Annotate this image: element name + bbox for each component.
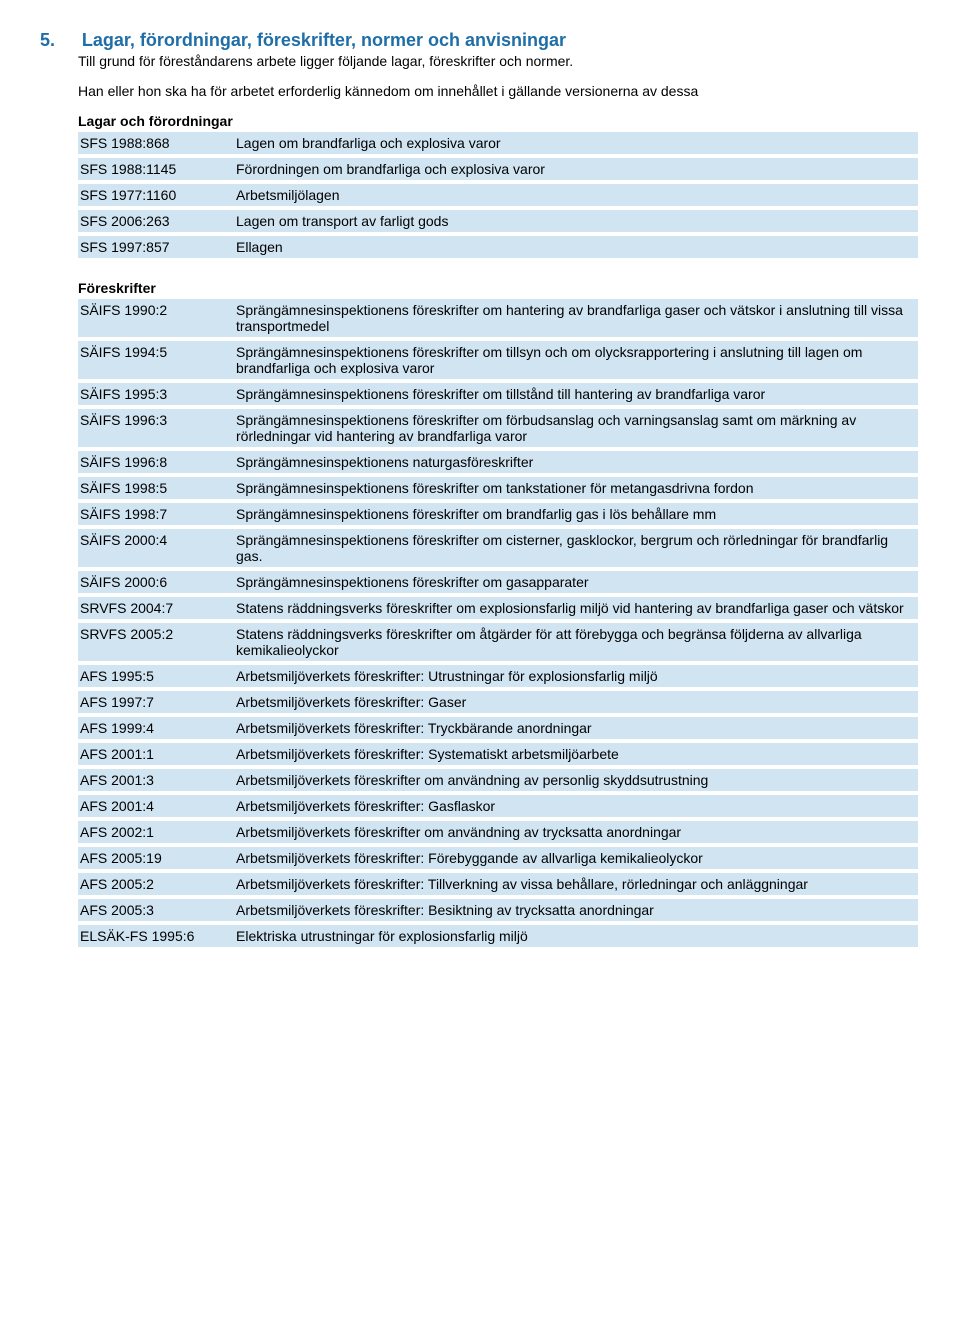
text-cell: Arbetsmiljöverkets föreskrifter: Gaser	[234, 691, 918, 713]
table-row: SÄIFS 1994:5 Sprängämnesinspektionens fö…	[78, 341, 918, 379]
code-cell: SFS 1977:1160	[78, 184, 234, 206]
table-row: SÄIFS 1998:7 Sprängämnesinspektionens fö…	[78, 503, 918, 525]
text-cell: Arbetsmiljöverkets föreskrifter: Tryckbä…	[234, 717, 918, 739]
table-row: AFS 2001:3 Arbetsmiljöverkets föreskrift…	[78, 769, 918, 791]
code-cell: AFS 2005:3	[78, 899, 234, 921]
text-cell: Arbetsmiljöverkets föreskrifter om använ…	[234, 821, 918, 843]
table-row: ELSÄK-FS 1995:6 Elektriska utrustningar …	[78, 925, 918, 947]
code-cell: AFS 1995:5	[78, 665, 234, 687]
text-cell: Arbetsmiljöverkets föreskrifter om använ…	[234, 769, 918, 791]
code-cell: SFS 1988:1145	[78, 158, 234, 180]
table-row: SFS 2006:263 Lagen om transport av farli…	[78, 210, 918, 232]
preamble-text: Han eller hon ska ha för arbetet erforde…	[78, 83, 920, 99]
text-cell: Sprängämnesinspektionens naturgasföreskr…	[234, 451, 918, 473]
table-row: SÄIFS 2000:4 Sprängämnesinspektionens fö…	[78, 529, 918, 567]
text-cell: Sprängämnesinspektionens föreskrifter om…	[234, 299, 918, 337]
code-cell: SFS 1988:868	[78, 132, 234, 154]
code-cell: SÄIFS 2000:6	[78, 571, 234, 593]
text-cell: Sprängämnesinspektionens föreskrifter om…	[234, 529, 918, 567]
code-cell: AFS 2001:1	[78, 743, 234, 765]
text-cell: Statens räddningsverks föreskrifter om å…	[234, 623, 918, 661]
code-cell: SRVFS 2005:2	[78, 623, 234, 661]
text-cell: Sprängämnesinspektionens föreskrifter om…	[234, 383, 918, 405]
code-cell: SFS 2006:263	[78, 210, 234, 232]
code-cell: AFS 1999:4	[78, 717, 234, 739]
table-row: SÄIFS 1990:2 Sprängämnesinspektionens fö…	[78, 299, 918, 337]
code-cell: SFS 1997:857	[78, 236, 234, 258]
code-cell: SÄIFS 1994:5	[78, 341, 234, 379]
text-cell: Statens räddningsverks föreskrifter om e…	[234, 597, 918, 619]
code-cell: ELSÄK-FS 1995:6	[78, 925, 234, 947]
table-row: AFS 2002:1 Arbetsmiljöverkets föreskrift…	[78, 821, 918, 843]
table-row: AFS 2001:4 Arbetsmiljöverkets föreskrift…	[78, 795, 918, 817]
text-cell: Arbetsmiljöverkets föreskrifter: Besiktn…	[234, 899, 918, 921]
table-row: AFS 2001:1 Arbetsmiljöverkets föreskrift…	[78, 743, 918, 765]
table-row: AFS 1997:7 Arbetsmiljöverkets föreskrift…	[78, 691, 918, 713]
table-row: SÄIFS 1996:8 Sprängämnesinspektionens na…	[78, 451, 918, 473]
table-row: SÄIFS 1995:3 Sprängämnesinspektionens fö…	[78, 383, 918, 405]
code-cell: SÄIFS 1990:2	[78, 299, 234, 337]
code-cell: SRVFS 2004:7	[78, 597, 234, 619]
text-cell: Lagen om brandfarliga och explosiva varo…	[234, 132, 918, 154]
code-cell: SÄIFS 1998:5	[78, 477, 234, 499]
text-cell: Arbetsmiljölagen	[234, 184, 918, 206]
section-number: 5.	[40, 30, 78, 51]
code-cell: SÄIFS 1996:8	[78, 451, 234, 473]
code-cell: AFS 1997:7	[78, 691, 234, 713]
text-cell: Förordningen om brandfarliga och explosi…	[234, 158, 918, 180]
text-cell: Ellagen	[234, 236, 918, 258]
table-row: AFS 2005:3 Arbetsmiljöverkets föreskrift…	[78, 899, 918, 921]
code-cell: AFS 2001:4	[78, 795, 234, 817]
table-row: SRVFS 2004:7 Statens räddningsverks före…	[78, 597, 918, 619]
table-row: AFS 1995:5 Arbetsmiljöverkets föreskrift…	[78, 665, 918, 687]
text-cell: Sprängämnesinspektionens föreskrifter om…	[234, 477, 918, 499]
table-row: SFS 1988:1145 Förordningen om brandfarli…	[78, 158, 918, 180]
table-row: SÄIFS 1998:5 Sprängämnesinspektionens fö…	[78, 477, 918, 499]
text-cell: Elektriska utrustningar för explosionsfa…	[234, 925, 918, 947]
group2-table: SÄIFS 1990:2 Sprängämnesinspektionens fö…	[78, 299, 918, 947]
text-cell: Arbetsmiljöverkets föreskrifter: Gasflas…	[234, 795, 918, 817]
table-row: SÄIFS 2000:6 Sprängämnesinspektionens fö…	[78, 571, 918, 593]
code-cell: SÄIFS 2000:4	[78, 529, 234, 567]
group1-table: SFS 1988:868 Lagen om brandfarliga och e…	[78, 132, 918, 258]
table-row: SÄIFS 1996:3 Sprängämnesinspektionens fö…	[78, 409, 918, 447]
text-cell: Lagen om transport av farligt gods	[234, 210, 918, 232]
text-cell: Sprängämnesinspektionens föreskrifter om…	[234, 503, 918, 525]
table-row: AFS 1999:4 Arbetsmiljöverkets föreskrift…	[78, 717, 918, 739]
section-title: Lagar, förordningar, föreskrifter, norme…	[82, 30, 566, 51]
code-cell: SÄIFS 1998:7	[78, 503, 234, 525]
code-cell: AFS 2002:1	[78, 821, 234, 843]
text-cell: Sprängämnesinspektionens föreskrifter om…	[234, 409, 918, 447]
table-row: SFS 1988:868 Lagen om brandfarliga och e…	[78, 132, 918, 154]
text-cell: Arbetsmiljöverkets föreskrifter: Utrustn…	[234, 665, 918, 687]
code-cell: AFS 2005:2	[78, 873, 234, 895]
table-row: SFS 1997:857 Ellagen	[78, 236, 918, 258]
text-cell: Arbetsmiljöverkets föreskrifter: Förebyg…	[234, 847, 918, 869]
code-cell: SÄIFS 1995:3	[78, 383, 234, 405]
text-cell: Sprängämnesinspektionens föreskrifter om…	[234, 341, 918, 379]
text-cell: Arbetsmiljöverkets föreskrifter: Systema…	[234, 743, 918, 765]
table-row: SRVFS 2005:2 Statens räddningsverks före…	[78, 623, 918, 661]
code-cell: AFS 2001:3	[78, 769, 234, 791]
intro-text: Till grund för föreståndarens arbete lig…	[78, 53, 920, 69]
table-row: AFS 2005:19 Arbetsmiljöverkets föreskrif…	[78, 847, 918, 869]
code-cell: AFS 2005:19	[78, 847, 234, 869]
group1-heading: Lagar och förordningar	[78, 113, 920, 129]
text-cell: Arbetsmiljöverkets föreskrifter: Tillver…	[234, 873, 918, 895]
table-row: AFS 2005:2 Arbetsmiljöverkets föreskrift…	[78, 873, 918, 895]
group2-heading: Föreskrifter	[78, 280, 920, 296]
text-cell: Sprängämnesinspektionens föreskrifter om…	[234, 571, 918, 593]
code-cell: SÄIFS 1996:3	[78, 409, 234, 447]
table-row: SFS 1977:1160 Arbetsmiljölagen	[78, 184, 918, 206]
